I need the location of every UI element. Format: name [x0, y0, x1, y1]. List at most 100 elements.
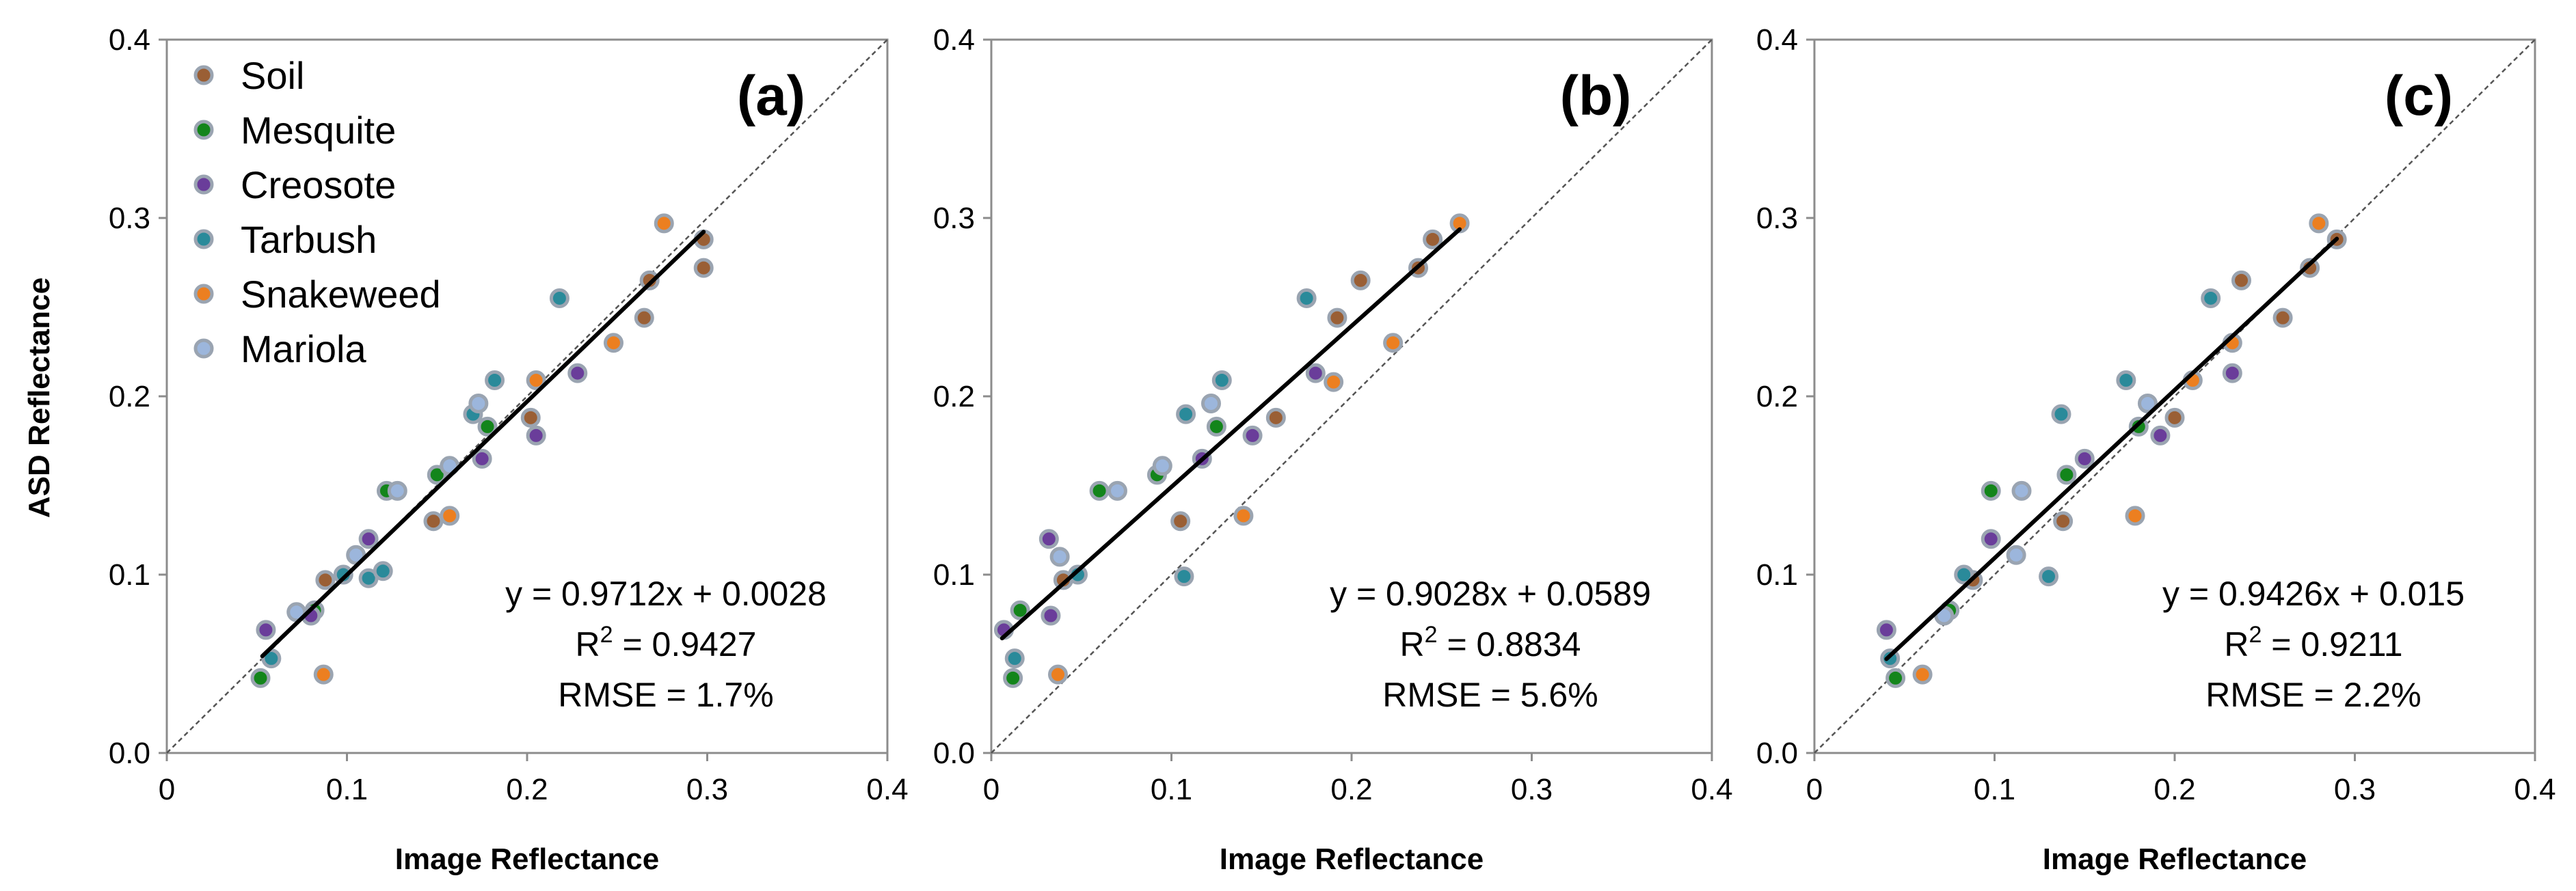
data-point [387, 480, 407, 501]
data-point [2309, 213, 2329, 234]
data-point [485, 370, 505, 391]
data-point [1954, 564, 1974, 585]
one-to-one-line [991, 39, 1713, 754]
r-squared-value: = 0.9427 [613, 625, 757, 663]
x-axis-title: Image Reflectance [395, 842, 659, 876]
rmse: RMSE = 5.6% [1382, 676, 1598, 714]
data-point [1038, 529, 1059, 549]
data-point [520, 407, 541, 428]
data-point [2051, 404, 2071, 424]
data-point [2201, 288, 2221, 308]
regression-equation: y = 0.9712x + 0.0028 [505, 575, 827, 613]
panels: 0 0.1 0.2 0.3 0.4 0.0 0.1 0.2 0.3 0.4 Image Reflec… [109, 23, 2556, 876]
r-squared-value: = 0.9211 [2262, 625, 2402, 663]
legend-marker [193, 284, 214, 304]
data-point [1912, 664, 1933, 685]
legend-item-mesquite: Mesquite [193, 109, 396, 152]
data-point [1049, 547, 1070, 567]
data-point [477, 416, 498, 437]
x-tick-label: 0.3 [1511, 773, 1553, 806]
data-point [1107, 480, 1127, 501]
one-to-one-line [166, 39, 888, 754]
legend-label: Mesquite [241, 109, 396, 152]
data-point [1170, 511, 1191, 532]
r-squared-value: = 0.8834 [1438, 625, 1581, 663]
panel-label: (a) [737, 65, 805, 127]
legend-marker [193, 174, 214, 195]
data-point [2053, 511, 2074, 532]
r-squared: R2 = 0.9211 [2224, 622, 2402, 663]
data-point [603, 333, 623, 353]
data-point [2137, 393, 2158, 413]
rmse: RMSE = 1.7% [558, 676, 773, 714]
legend-label: Tarbush [241, 218, 377, 261]
data-point [693, 258, 714, 278]
series-snakeweed [1047, 213, 1470, 685]
data-point [1233, 506, 1254, 526]
regression-equation: y = 0.9426x + 0.015 [2162, 575, 2465, 613]
data-point [358, 529, 379, 549]
data-point [1886, 668, 1906, 688]
data-point [2150, 425, 2171, 446]
data-point [1981, 480, 2001, 501]
x-tick-label: 0.4 [2514, 773, 2555, 806]
x-tick-label: 0 [1806, 773, 1823, 806]
x-tick-label: 0 [159, 773, 175, 806]
legend-item-soil: Soil [193, 54, 304, 97]
r-squared-symbol: R [1400, 625, 1425, 663]
data-point [1211, 370, 1232, 391]
data-point [440, 506, 460, 526]
series-snakeweed [313, 213, 674, 685]
data-point [1242, 425, 1263, 446]
y-axis-title: ASD Reflectance [23, 277, 56, 518]
x-tick-label: 0.3 [2334, 773, 2376, 806]
y-tick-label: 0.3 [109, 202, 150, 235]
data-point [2300, 258, 2320, 278]
y-tick-label: 0.2 [1756, 380, 1798, 413]
data-point [1423, 229, 1443, 249]
panel-label: (b) [1560, 65, 1632, 127]
r-squared: R2 = 0.8834 [1400, 622, 1581, 663]
data-point [1206, 416, 1226, 437]
data-point [1174, 566, 1194, 587]
data-point [1176, 404, 1196, 424]
data-point [1327, 307, 1347, 328]
x-tick-label: 0.2 [1330, 773, 1372, 806]
data-point [2231, 270, 2251, 290]
x-axis-title: Image Reflectance [2043, 842, 2307, 876]
series-tarbush [1004, 288, 1317, 669]
data-point [2039, 566, 2059, 587]
x-axis-title: Image Reflectance [1220, 842, 1484, 876]
data-point [2011, 480, 2032, 501]
series-creosote [993, 363, 1326, 640]
data-point [468, 393, 489, 413]
r-squared-exponent: 2 [2249, 622, 2262, 648]
y-tick-label: 0.2 [933, 380, 975, 413]
data-point [1981, 529, 2001, 549]
legend-item-creosote: Creosote [193, 163, 396, 206]
legend-marker [193, 120, 214, 140]
data-point [1383, 333, 1404, 353]
data-point [333, 564, 353, 585]
data-point [286, 602, 307, 622]
series-soil [1963, 229, 2347, 590]
data-point [373, 561, 393, 581]
legend-label: Mariola [241, 327, 366, 370]
x-tick-label: 0.1 [1974, 773, 2015, 806]
regression-line [260, 230, 706, 659]
data-point [313, 664, 334, 685]
legend-item-snakeweed: Snakeweed [193, 273, 441, 316]
x-tick-label: 0.2 [506, 773, 548, 806]
data-point [315, 570, 336, 590]
r-squared-exponent: 2 [1425, 622, 1438, 648]
panel-a: 0 0.1 0.2 0.3 0.4 0.0 0.1 0.2 0.3 0.4 Image Reflec… [109, 23, 909, 876]
y-tick-label: 0.1 [1756, 558, 1798, 592]
legend-marker [193, 229, 214, 249]
data-point [1324, 372, 1344, 392]
y-tick-label: 0.4 [933, 23, 975, 57]
legend-marker [193, 65, 214, 85]
y-tick-label: 0.0 [933, 737, 975, 770]
series-soil [315, 229, 714, 590]
legend-label: Creosote [241, 163, 396, 206]
